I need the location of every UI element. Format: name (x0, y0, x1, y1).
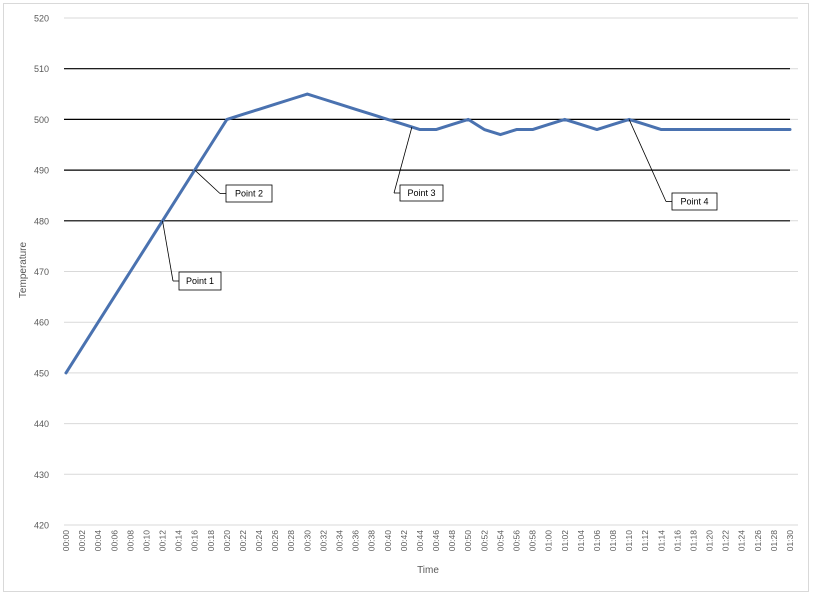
x-tick-label: 00:44 (415, 530, 425, 552)
y-axis-ticks: 420 430 440 450 460 470 480 490 500 510 520 (34, 14, 49, 531)
x-tick-label: 00:28 (286, 530, 296, 552)
x-tick-label: 01:08 (608, 530, 618, 552)
callout-box (178, 271, 222, 291)
y-tick-label: 500 (34, 115, 49, 125)
x-tick-label: 01:04 (576, 530, 586, 552)
x-tick-label: 00:36 (351, 530, 361, 552)
x-tick-label: 01:24 (737, 530, 747, 552)
x-tick-label: 00:40 (383, 530, 393, 552)
x-tick-label: 00:10 (141, 530, 151, 552)
x-tick-label: 01:28 (769, 530, 779, 552)
series (64, 92, 792, 375)
x-tick-label: 01:30 (785, 530, 795, 552)
y-tick-label: 480 (34, 216, 49, 226)
x-tick-label: 01:12 (640, 530, 650, 552)
x-tick-label: 00:02 (77, 530, 87, 552)
x-tick-label: 01:18 (688, 530, 698, 552)
x-tick-label: 00:56 (511, 530, 521, 552)
callout-label: Point 1 (186, 276, 214, 286)
callout-leader (194, 169, 221, 194)
x-tick-label: 00:16 (190, 530, 200, 552)
x-tick-label: 00:12 (158, 530, 168, 552)
callout-box (399, 184, 444, 202)
callout-leader (393, 126, 413, 194)
x-tick-label: 00:18 (206, 530, 216, 552)
x-tick-label: 00:04 (93, 530, 103, 552)
y-tick-label: 470 (34, 267, 49, 277)
callout-label: Point 4 (680, 197, 708, 207)
x-tick-label: 00:54 (495, 530, 505, 552)
annotations: Point 1 Point 2 Point 3 Point 4 (162, 119, 718, 291)
x-tick-label: 01:14 (656, 530, 666, 552)
x-tick-label: 00:20 (222, 530, 232, 552)
y-tick-label: 420 (34, 521, 49, 531)
x-tick-label: 00:30 (302, 530, 312, 552)
x-tick-label: 00:52 (479, 530, 489, 552)
x-tick-label: 00:22 (238, 530, 248, 552)
x-axis-ticks: 00:00 00:02 00:04 00:06 00:08 00:10 00:12 00:14… (61, 530, 795, 552)
x-tick-label: 00:50 (463, 530, 473, 552)
chart-frame (3, 3, 809, 592)
x-tick-label: 01:00 (544, 530, 554, 552)
x-tick-label: 00:42 (399, 530, 409, 552)
callout-box (225, 184, 273, 203)
reference-lines (64, 68, 790, 222)
x-tick-label: 01:02 (560, 530, 570, 552)
x-tick-label: 01:26 (753, 530, 763, 552)
x-tick-label: 01:16 (672, 530, 682, 552)
x-tick-label: 01:22 (721, 530, 731, 552)
callout-box (671, 192, 718, 211)
x-tick-label: 01:20 (705, 530, 715, 552)
series-line (64, 92, 792, 375)
x-tick-label: 01:06 (592, 530, 602, 552)
y-tick-label: 460 (34, 318, 49, 328)
y-tick-label: 520 (34, 14, 49, 24)
x-axis-title: Time (417, 565, 439, 576)
x-tick-label: 01:10 (624, 530, 634, 552)
x-tick-label: 00:58 (528, 530, 538, 552)
x-tick-label: 00:06 (109, 530, 119, 552)
x-tick-label: 00:24 (254, 530, 264, 552)
callout-label: Point 2 (235, 189, 263, 199)
y-tick-label: 430 (34, 470, 49, 480)
y-tick-label: 440 (34, 419, 49, 429)
x-tick-label: 00:38 (367, 530, 377, 552)
x-tick-label: 00:48 (447, 530, 457, 552)
callout-label: Point 3 (407, 188, 435, 198)
y-tick-label: 450 (34, 368, 49, 378)
x-tick-label: 00:46 (431, 530, 441, 552)
x-tick-label: 00:32 (318, 530, 328, 552)
x-tick-label: 00:26 (270, 530, 280, 552)
x-tick-label: 00:00 (61, 530, 71, 552)
y-axis-title: Temperature (18, 241, 29, 298)
x-tick-label: 00:34 (335, 530, 345, 552)
gridlines (64, 17, 798, 526)
y-tick-label: 490 (34, 166, 49, 176)
x-tick-label: 00:08 (125, 530, 135, 552)
callout-leader (628, 119, 667, 202)
callout-leader (162, 220, 174, 282)
x-tick-label: 00:14 (174, 530, 184, 552)
y-tick-label: 510 (34, 64, 49, 74)
